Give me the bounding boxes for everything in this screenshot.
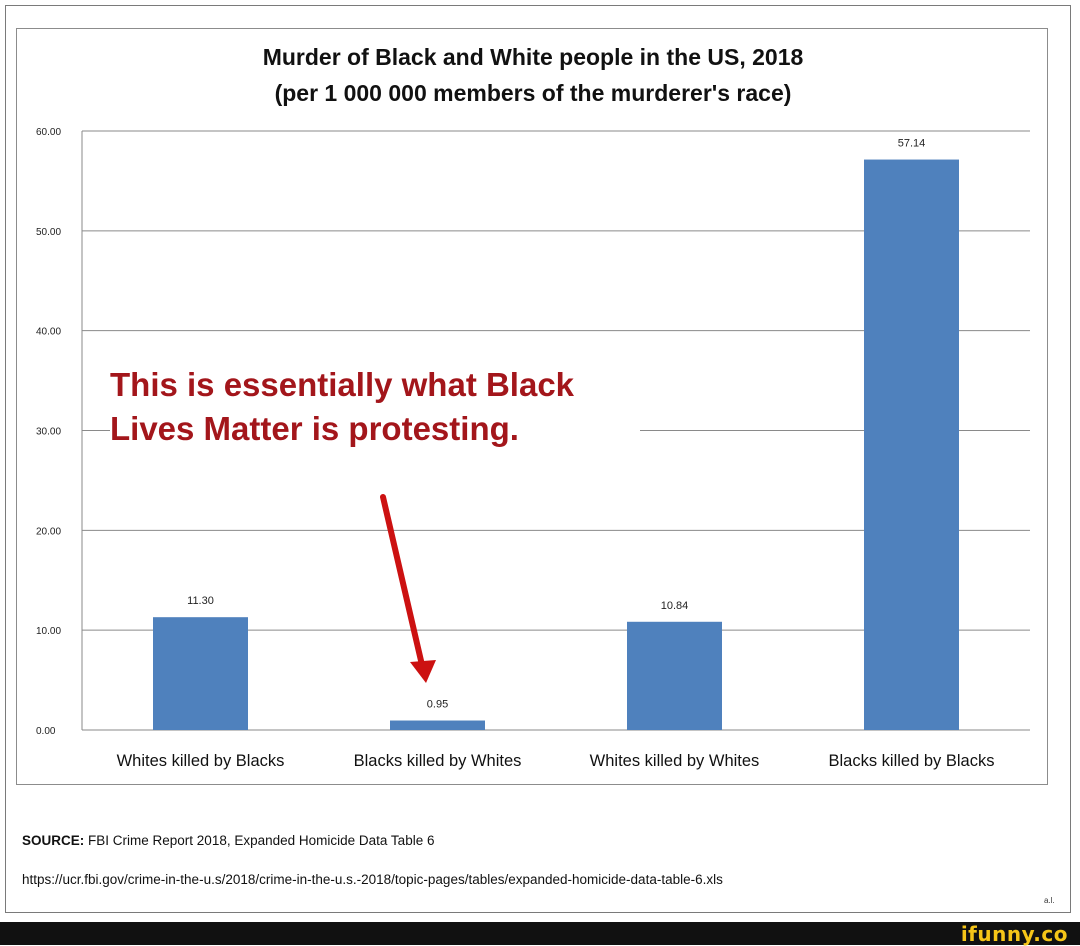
chart-title-line-2: (per 1 000 000 members of the murderer's… bbox=[274, 80, 792, 106]
data-label: 11.30 bbox=[187, 595, 214, 607]
y-tick-label: 40.00 bbox=[36, 327, 61, 338]
y-tick-label: 50.00 bbox=[36, 227, 61, 238]
source-url: https://ucr.fbi.gov/crime-in-the-u.s/201… bbox=[22, 872, 723, 887]
y-tick-label: 60.00 bbox=[36, 127, 61, 138]
chart-title-line-1: Murder of Black and White people in the … bbox=[262, 44, 804, 70]
x-category-label: Blacks killed by Whites bbox=[354, 752, 522, 770]
corner-mark: a.l. bbox=[1044, 896, 1055, 905]
source-text: FBI Crime Report 2018, Expanded Homicide… bbox=[88, 833, 435, 848]
chart-frame bbox=[16, 28, 1048, 785]
source-line: SOURCE: FBI Crime Report 2018, Expanded … bbox=[22, 833, 434, 848]
y-tick-label: 0.00 bbox=[36, 726, 56, 737]
annotation-text: This is essentially what Black Lives Mat… bbox=[110, 363, 640, 451]
bar bbox=[627, 621, 722, 730]
watermark-logo: ifunny.co bbox=[960, 922, 1068, 946]
y-tick-label: 30.00 bbox=[36, 427, 61, 438]
arrow-head bbox=[410, 660, 436, 683]
x-category-label: Blacks killed by Blacks bbox=[829, 752, 995, 770]
bar bbox=[390, 720, 485, 730]
arrow-shaft bbox=[380, 494, 425, 668]
y-tick-label: 10.00 bbox=[36, 626, 61, 637]
bar bbox=[153, 617, 248, 730]
y-tick-label: 20.00 bbox=[36, 526, 61, 537]
bar bbox=[864, 159, 959, 730]
x-category-label: Whites killed by Whites bbox=[590, 752, 760, 770]
data-label: 0.95 bbox=[427, 699, 448, 711]
data-label: 10.84 bbox=[661, 600, 689, 612]
footer-bar: ifunny.co bbox=[0, 922, 1080, 946]
x-category-label: Whites killed by Blacks bbox=[117, 752, 285, 770]
source-label: SOURCE: bbox=[22, 833, 85, 848]
data-label: 57.14 bbox=[898, 138, 926, 150]
